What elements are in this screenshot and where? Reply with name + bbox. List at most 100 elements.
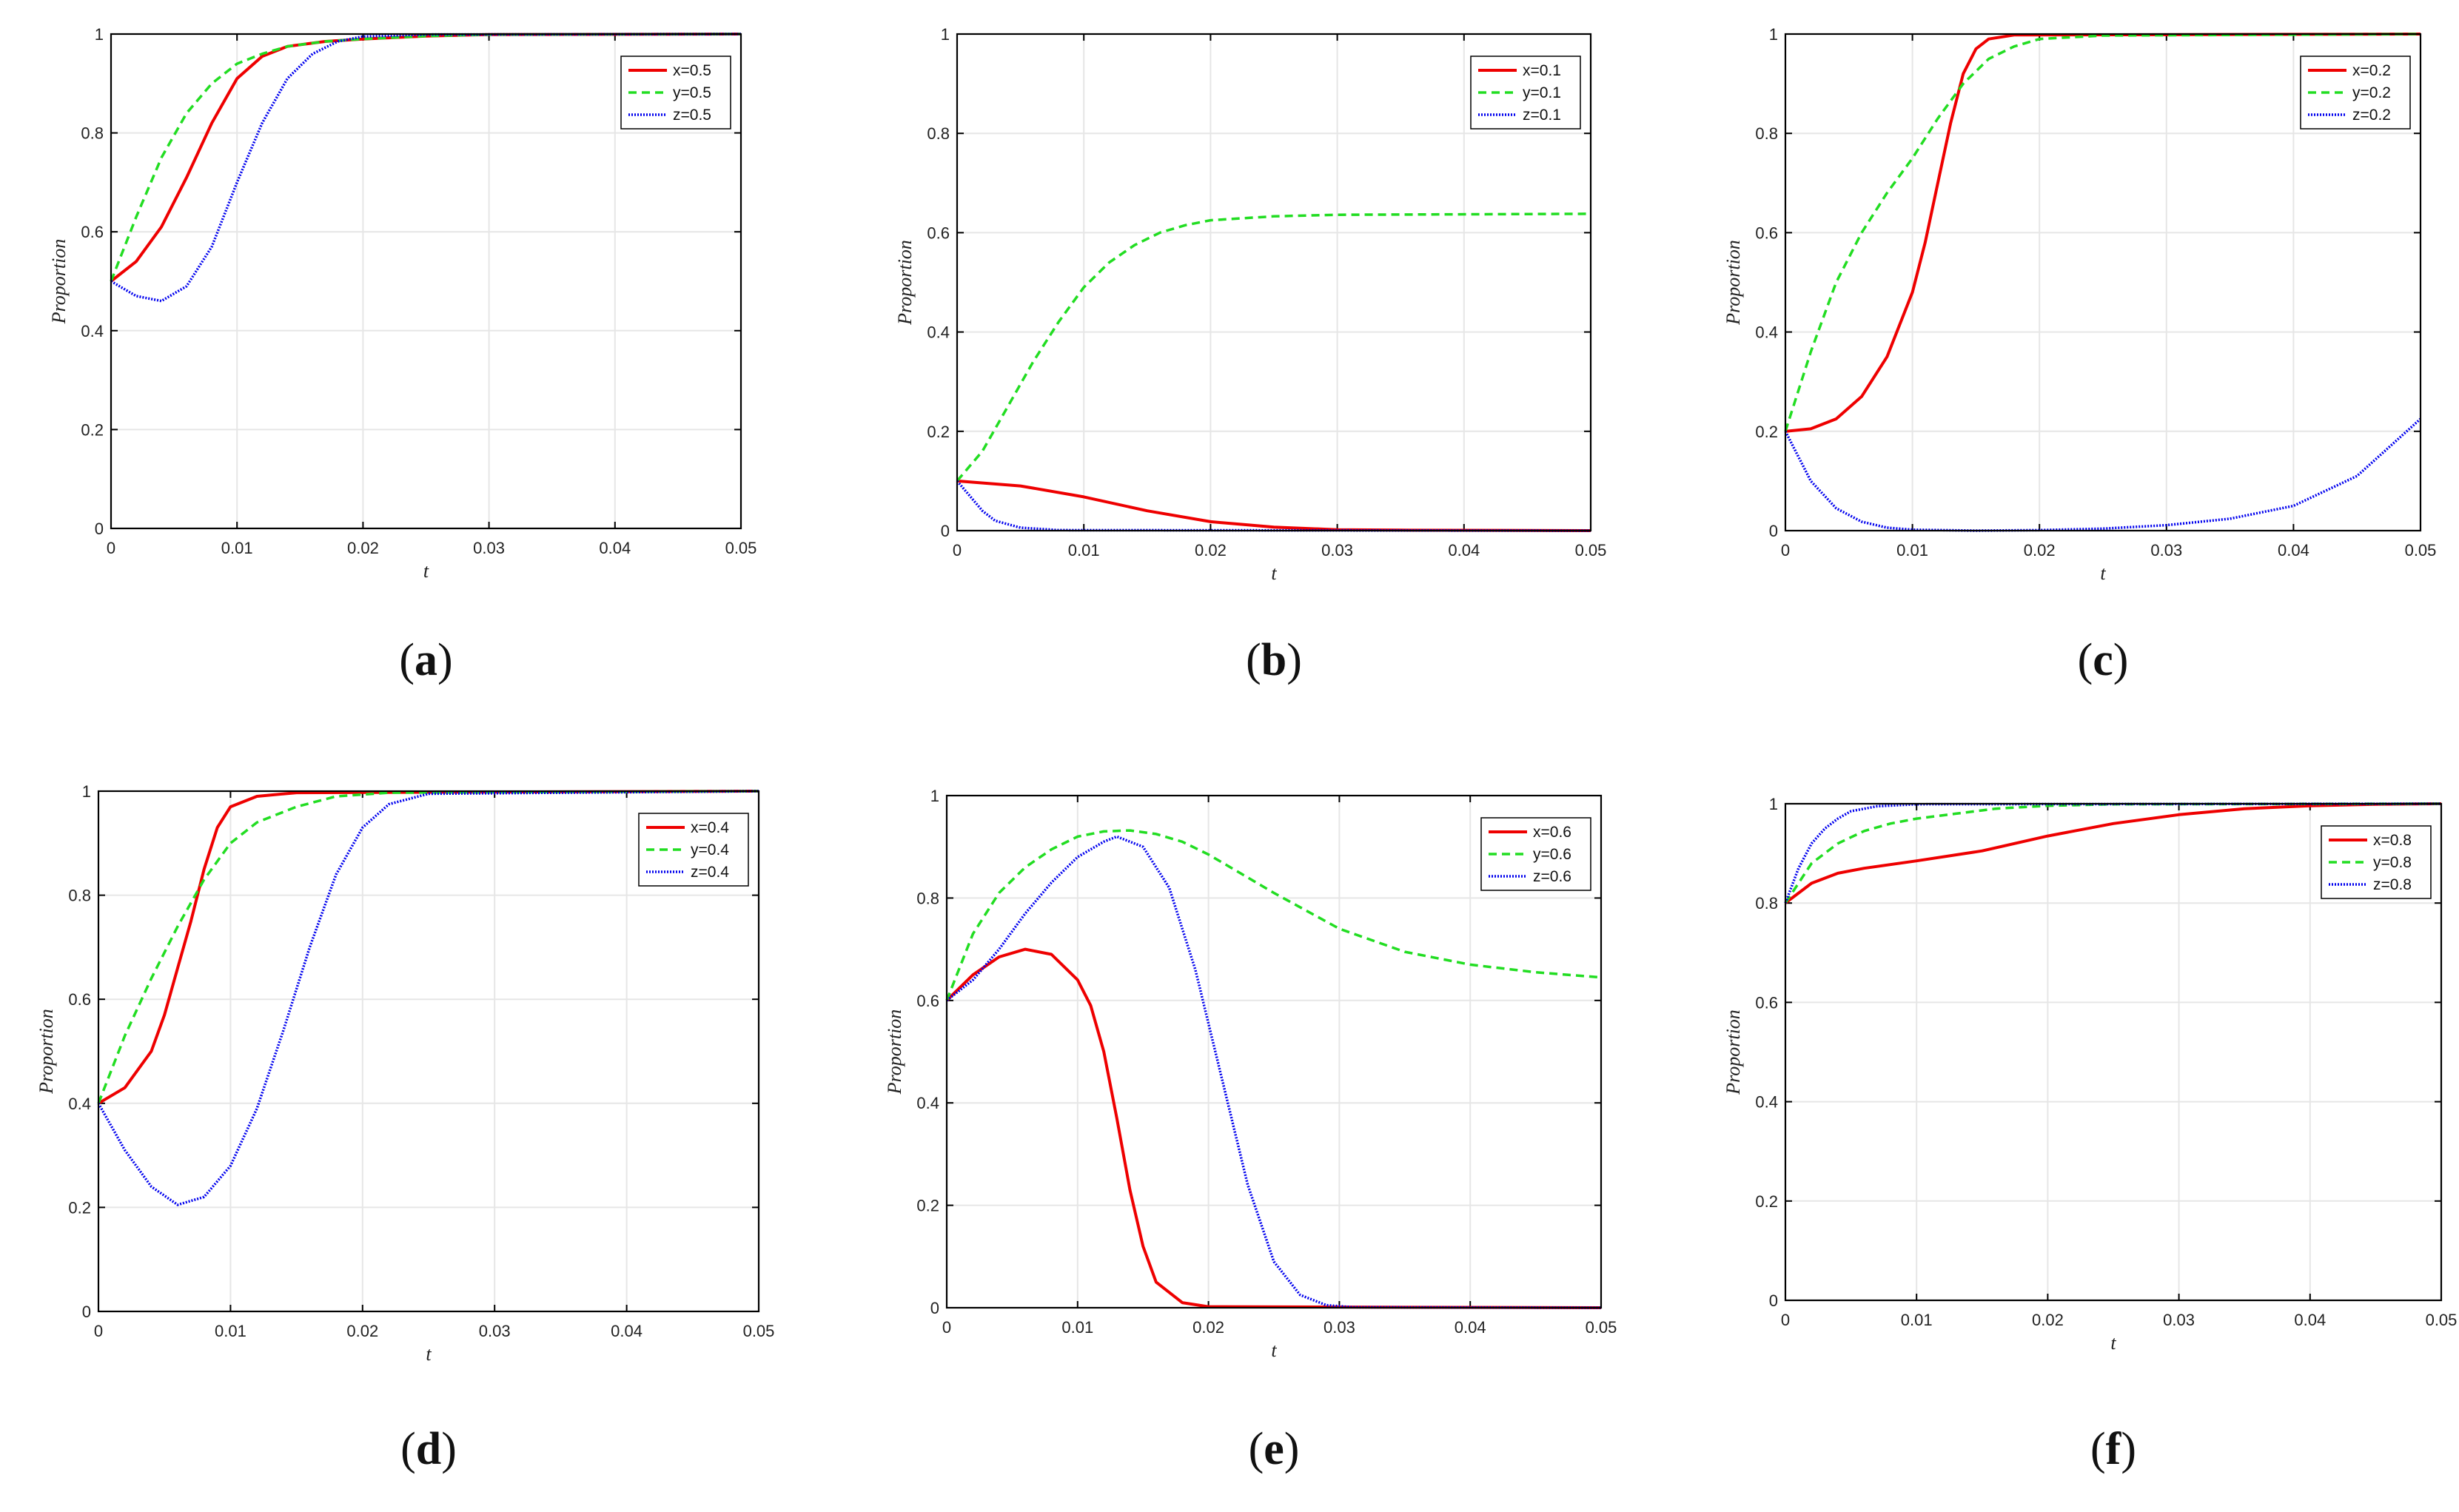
series-line-x — [110, 33, 742, 283]
series-line-y — [945, 829, 1602, 1001]
x-tick-label: 0.03 — [473, 539, 505, 557]
x-axis-label: t — [423, 560, 429, 582]
x-tick-label: 0 — [94, 1322, 103, 1340]
series-line-z — [945, 835, 1602, 1309]
axes-box — [1784, 802, 2443, 1302]
y-tick-label: 0.2 — [927, 423, 950, 441]
y-tick-label: 0.4 — [916, 1094, 939, 1112]
x-axis-label: t — [1271, 562, 1277, 584]
y-tick-label: 0 — [1769, 522, 1778, 540]
legend: x=0.2 y=0.2 z=0.2 — [2300, 56, 2411, 130]
x-tick-label: 0.01 — [1068, 541, 1100, 560]
legend-label-y: y=0.8 — [2373, 854, 2412, 871]
legend-label-z: z=0.1 — [1523, 107, 1561, 124]
y-tick-label: 0 — [95, 520, 104, 538]
panel-label: (a) — [399, 635, 452, 685]
axes-box — [945, 794, 1603, 1309]
y-tick-label: 0 — [1769, 1291, 1778, 1310]
series-line-y — [1784, 802, 2442, 904]
legend: x=0.8 y=0.8 z=0.8 — [2321, 825, 2432, 899]
y-axis-label: Proportion — [1722, 240, 1744, 326]
legend-label-x: x=0.2 — [2352, 62, 2391, 79]
panel-label: (c) — [2078, 635, 2129, 685]
x-tick-label: 0.05 — [725, 539, 757, 557]
x-tick-label: 0.04 — [611, 1322, 643, 1340]
series-line-z — [1784, 417, 2422, 532]
y-tick-label: 0.6 — [1755, 224, 1778, 242]
x-tick-label: 0.02 — [1195, 541, 1227, 560]
y-tick-label: 0.4 — [68, 1095, 91, 1113]
legend-label-y: y=0.5 — [673, 84, 711, 101]
legend-label-z: z=0.4 — [691, 864, 729, 881]
x-tick-label: 0.04 — [599, 539, 631, 557]
series-line-z — [110, 33, 742, 303]
panel-label: (f) — [2090, 1424, 2136, 1474]
series-line-y — [956, 212, 1591, 483]
x-tick-label: 0.05 — [2405, 541, 2437, 560]
x-tick-label: 0 — [953, 541, 962, 560]
series-line-x — [945, 947, 1602, 1309]
y-tick-label: 0.2 — [1755, 1192, 1778, 1211]
y-tick-label: 0.6 — [927, 224, 950, 242]
legend: x=0.1 y=0.1 z=0.1 — [1470, 56, 1581, 130]
y-tick-label: 0.8 — [916, 889, 939, 907]
y-tick-label: 0.4 — [927, 323, 950, 342]
y-tick-label: 1 — [95, 25, 104, 44]
y-tick-label: 1 — [1769, 25, 1778, 44]
series-line-x — [1784, 802, 2442, 904]
panel-label: (d) — [400, 1424, 457, 1474]
legend-label-x: x=0.5 — [673, 62, 711, 79]
x-tick-label: 0.04 — [2278, 541, 2309, 560]
y-axis-label: Proportion — [36, 1009, 57, 1095]
legend-box — [620, 56, 731, 130]
x-axis-label: t — [2100, 562, 2106, 584]
panels-layer: 0 0.01 0.02 0.03 0.04 0.05 0 0.2 0.4 0.6 0.8 1 t Prop… — [36, 25, 2457, 1474]
x-tick-label: 0.01 — [1896, 541, 1928, 560]
chart-panel: 0 0.01 0.02 0.03 0.04 0.05 0 0.2 0.4 0.6 0.8 1 t Prop… — [1722, 795, 2457, 1354]
y-tick-label: 0.8 — [81, 124, 104, 143]
x-tick-label: 0.02 — [2032, 1311, 2064, 1329]
y-tick-label: 1 — [1769, 795, 1778, 813]
y-tick-label: 0.2 — [81, 420, 104, 439]
series-line-x — [97, 790, 759, 1105]
x-tick-label: 0.04 — [1455, 1318, 1486, 1337]
y-tick-label: 0.2 — [916, 1197, 939, 1215]
legend-box — [2321, 825, 2432, 899]
x-tick-label: 0.01 — [215, 1322, 246, 1340]
x-tick-label: 0 — [942, 1318, 951, 1337]
x-tick-label: 0 — [1781, 1311, 1790, 1329]
y-axis-label: Proportion — [1722, 1009, 1744, 1095]
y-tick-label: 0.2 — [1755, 423, 1778, 441]
y-tick-label: 0.8 — [1755, 124, 1778, 143]
x-tick-label: 0 — [107, 539, 115, 557]
series-line-y — [110, 33, 742, 282]
x-tick-label: 0.03 — [2150, 541, 2182, 560]
y-tick-label: 0.8 — [68, 887, 91, 905]
axes-box — [97, 790, 760, 1313]
x-tick-label: 0.03 — [1324, 1318, 1355, 1337]
legend-label-x: x=0.6 — [1533, 824, 1571, 841]
series-line-y — [1784, 33, 2421, 432]
legend: x=0.6 y=0.6 z=0.6 — [1480, 817, 1591, 891]
x-tick-label: 0.04 — [1448, 541, 1480, 560]
legend-box — [2300, 56, 2411, 130]
y-tick-label: 0 — [930, 1299, 939, 1317]
y-tick-label: 0.4 — [81, 322, 104, 340]
x-tick-label: 0.05 — [743, 1322, 775, 1340]
legend-label-z: z=0.8 — [2373, 876, 2412, 893]
x-tick-label: 0.02 — [1192, 1318, 1224, 1337]
series-line-y — [97, 790, 759, 1104]
x-tick-label: 0.03 — [2163, 1311, 2195, 1329]
y-tick-label: 0.6 — [1755, 993, 1778, 1012]
legend-box — [1480, 817, 1591, 891]
y-axis-label: Proportion — [48, 239, 70, 325]
legend-label-x: x=0.4 — [691, 819, 729, 836]
chart-panel: 0 0.01 0.02 0.03 0.04 0.05 0 0.2 0.4 0.6 0.8 1 t Prop… — [1722, 25, 2436, 584]
chart-panel: 0 0.01 0.02 0.03 0.04 0.05 0 0.2 0.4 0.6 0.8 1 t Prop… — [894, 25, 1606, 584]
x-tick-label: 0.02 — [347, 539, 379, 557]
y-tick-label: 0.8 — [927, 124, 950, 143]
x-tick-label: 0.01 — [1901, 1311, 1933, 1329]
legend-box — [1470, 56, 1581, 130]
y-tick-label: 0.6 — [81, 223, 104, 241]
